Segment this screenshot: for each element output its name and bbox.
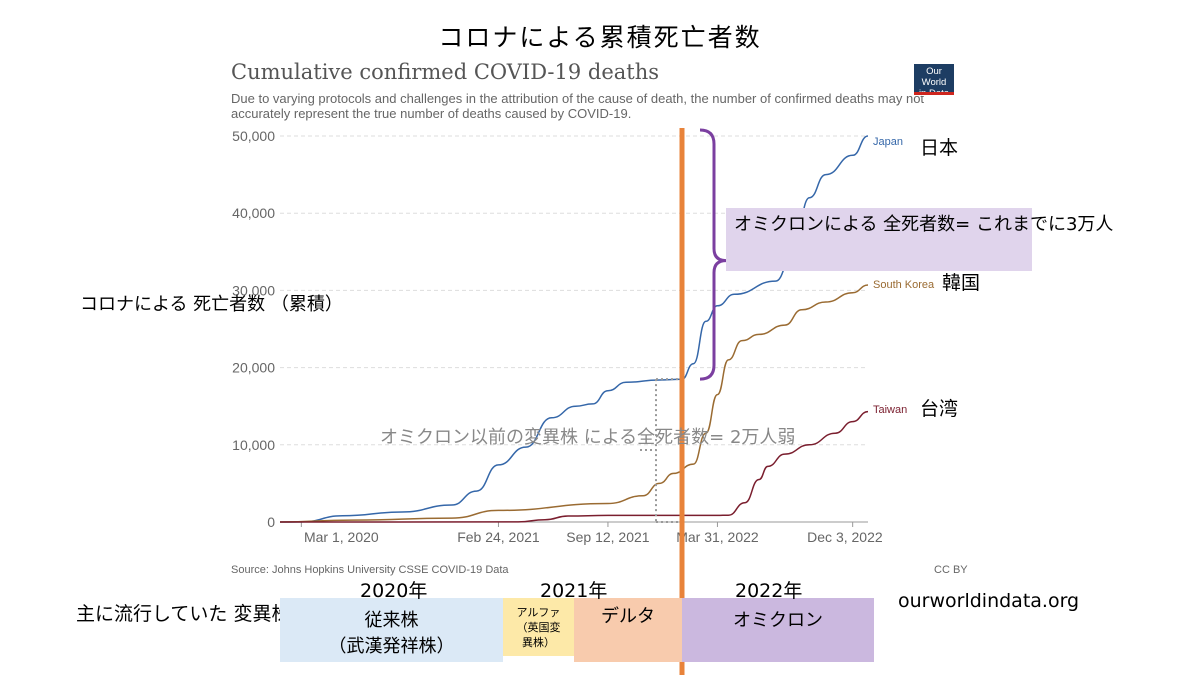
omicron-brace	[699, 128, 727, 381]
x-tick-label: Mar 31, 2022	[676, 529, 759, 545]
japan-jp-label: 日本	[920, 137, 958, 159]
y-tick-label: 50,000	[232, 128, 275, 144]
x-tick-label: Dec 3, 2022	[807, 529, 883, 545]
y-tick-label: 40,000	[232, 205, 275, 221]
chart-subtitle: Due to varying protocols and challenges …	[231, 91, 925, 121]
y-tick-labels: 0 10,000 20,000 30,000 40,000 50,000	[232, 128, 275, 530]
x-tick-label: Feb 24, 2021	[457, 529, 540, 545]
series-line-taiwan	[279, 410, 869, 523]
y-tick-label: 30,000	[232, 282, 275, 298]
chart-title: Cumulative confirmed COVID-19 deaths	[231, 60, 660, 84]
y-tick-label: 10,000	[232, 437, 275, 453]
variant-alpha: アルファ （英国変 異株）	[503, 598, 574, 656]
chart-gridlines	[280, 135, 868, 523]
series-label-taiwan: Taiwan	[873, 404, 907, 416]
chart-license: CC BY	[934, 564, 968, 576]
series-label-japan: Japan	[873, 136, 903, 148]
variant-omicron: オミクロン	[682, 598, 874, 662]
year-2022-label: 2022年	[735, 580, 803, 602]
owid-logo-accent	[914, 92, 954, 95]
omicron-note: オミクロンによる 全死者数= これまでに3万人	[726, 208, 1113, 271]
owid-logo-line1: Our World	[921, 66, 947, 88]
x-tick-labels: Mar 1, 2020 Feb 24, 2021 Sep 12, 2021 Mar 3…	[300, 522, 883, 545]
variant-original: 従来株 （武漢発祥株）	[280, 598, 503, 662]
owid-logo: Our World in Data	[914, 64, 954, 99]
y-tick-label: 0	[267, 514, 275, 530]
slide-title: コロナによる累積死亡者数	[438, 23, 762, 52]
variant-heading: 主に流行していた 変異株	[76, 603, 291, 625]
site-url: ourworldindata.org	[898, 590, 1080, 612]
y-axis-note: コロナによる 死亡者数 （累積）	[80, 294, 343, 315]
year-2021-label: 2021年	[540, 580, 608, 602]
series-line-japan	[279, 135, 869, 523]
series-label-south-korea: South Korea	[873, 279, 935, 291]
variant-delta: デルタ	[574, 598, 682, 662]
x-tick-label: Sep 12, 2021	[566, 529, 650, 545]
x-tick-label: Mar 1, 2020	[304, 529, 379, 545]
y-tick-label: 20,000	[232, 360, 275, 376]
series-lines	[279, 135, 869, 523]
korea-jp-label: 韓国	[942, 272, 980, 294]
chart-source: Source: Johns Hopkins University CSSE CO…	[231, 564, 509, 576]
taiwan-jp-label: 台湾	[920, 398, 958, 420]
year-2020-label: 2020年	[360, 580, 428, 602]
series-line-south-korea	[279, 284, 869, 523]
pre-omicron-note: オミクロン以前の変異株 による全死者数= 2万人弱	[380, 427, 796, 448]
